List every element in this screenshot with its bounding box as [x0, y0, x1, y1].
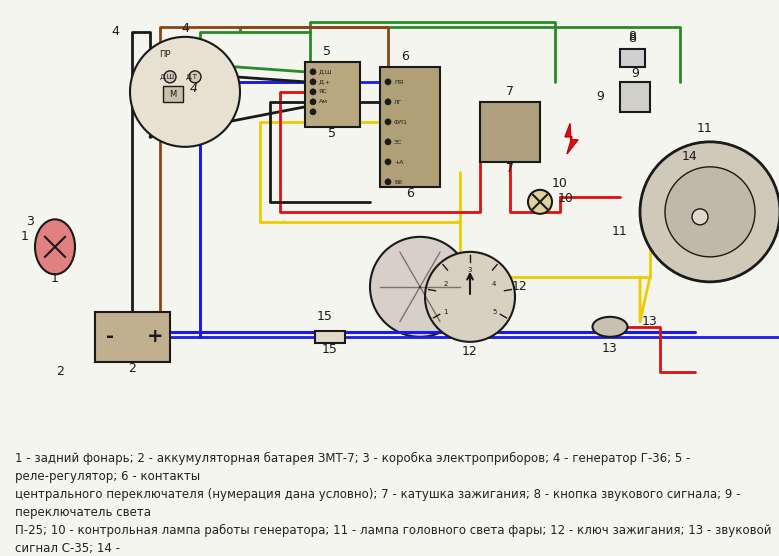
Circle shape: [385, 179, 391, 185]
Circle shape: [385, 159, 391, 165]
Text: 13: 13: [642, 315, 658, 329]
Circle shape: [692, 209, 708, 225]
Text: 11: 11: [612, 225, 628, 239]
Text: 1: 1: [51, 272, 59, 285]
Circle shape: [370, 237, 470, 337]
Text: 4: 4: [492, 281, 496, 287]
Text: 5: 5: [323, 46, 332, 58]
Text: Д.+: Д.+: [319, 79, 331, 84]
Circle shape: [310, 99, 316, 105]
Circle shape: [310, 109, 316, 115]
Text: ЛГ: ЛГ: [394, 100, 403, 105]
Circle shape: [665, 167, 755, 257]
Circle shape: [385, 119, 391, 125]
Circle shape: [130, 37, 240, 147]
Text: 11: 11: [697, 122, 713, 135]
Text: 8: 8: [629, 31, 636, 43]
Text: 6: 6: [406, 187, 414, 200]
Text: 6: 6: [401, 51, 409, 63]
Bar: [480, 102, 540, 162]
Bar: [315, 331, 345, 343]
Text: 1: 1: [21, 230, 29, 244]
Text: 8: 8: [629, 32, 636, 45]
Text: 5: 5: [492, 309, 496, 315]
Text: ПЯ: ПЯ: [394, 80, 403, 85]
Polygon shape: [565, 124, 578, 154]
Text: 1 - задний фонарь; 2 - аккумуляторная батарея ЗМТ-7; 3 - коробка электроприборов: 1 - задний фонарь; 2 - аккумуляторная ба…: [16, 452, 772, 556]
Circle shape: [385, 99, 391, 105]
Text: 12: 12: [512, 280, 528, 294]
Text: 2: 2: [56, 365, 64, 378]
Text: 1: 1: [443, 309, 448, 315]
Bar: [163, 86, 183, 102]
Text: 7: 7: [506, 85, 514, 98]
Text: ЯС: ЯС: [319, 89, 328, 94]
Text: +А: +А: [394, 160, 404, 165]
Text: Д.Ш: Д.Ш: [160, 74, 174, 80]
Circle shape: [640, 142, 779, 282]
Text: 3: 3: [467, 267, 472, 273]
Text: 3: 3: [26, 215, 34, 229]
Bar: [95, 312, 170, 362]
Bar: [620, 82, 650, 112]
Circle shape: [164, 71, 176, 83]
Text: Д.Т: Д.Т: [186, 74, 198, 80]
Text: 9: 9: [596, 90, 604, 103]
Text: 4: 4: [190, 82, 198, 95]
Text: 5: 5: [329, 127, 337, 140]
Text: Ам: Ам: [319, 99, 328, 104]
Text: 14: 14: [682, 150, 698, 163]
Text: 13: 13: [602, 342, 618, 355]
Circle shape: [189, 71, 201, 83]
Text: 2: 2: [129, 362, 136, 375]
Text: 10: 10: [552, 177, 568, 190]
Text: 10: 10: [558, 192, 574, 205]
Circle shape: [385, 139, 391, 145]
Text: 12: 12: [462, 345, 478, 358]
Text: 9: 9: [631, 67, 639, 80]
Text: +: +: [146, 327, 164, 346]
Ellipse shape: [593, 317, 628, 337]
Circle shape: [310, 89, 316, 95]
Ellipse shape: [35, 219, 75, 274]
Text: 2: 2: [443, 281, 448, 287]
Text: ЗС: ЗС: [394, 140, 403, 145]
Text: ПР: ПР: [159, 50, 171, 59]
Text: ФЛ1: ФЛ1: [394, 120, 408, 125]
Text: 15: 15: [317, 310, 333, 324]
Bar: [380, 67, 440, 187]
Text: М: М: [169, 90, 177, 99]
Text: 15: 15: [322, 343, 338, 356]
Circle shape: [385, 79, 391, 85]
Text: -: -: [106, 327, 114, 346]
Circle shape: [425, 252, 515, 342]
Bar: [620, 49, 645, 67]
Text: Б6: Б6: [394, 180, 402, 185]
Circle shape: [310, 79, 316, 85]
Text: 7: 7: [506, 162, 514, 175]
Text: Д.Ш: Д.Ш: [319, 69, 333, 74]
Bar: [305, 62, 360, 127]
Circle shape: [528, 190, 552, 214]
Circle shape: [310, 69, 316, 75]
Text: 4: 4: [181, 22, 189, 35]
Text: 4: 4: [111, 26, 119, 38]
